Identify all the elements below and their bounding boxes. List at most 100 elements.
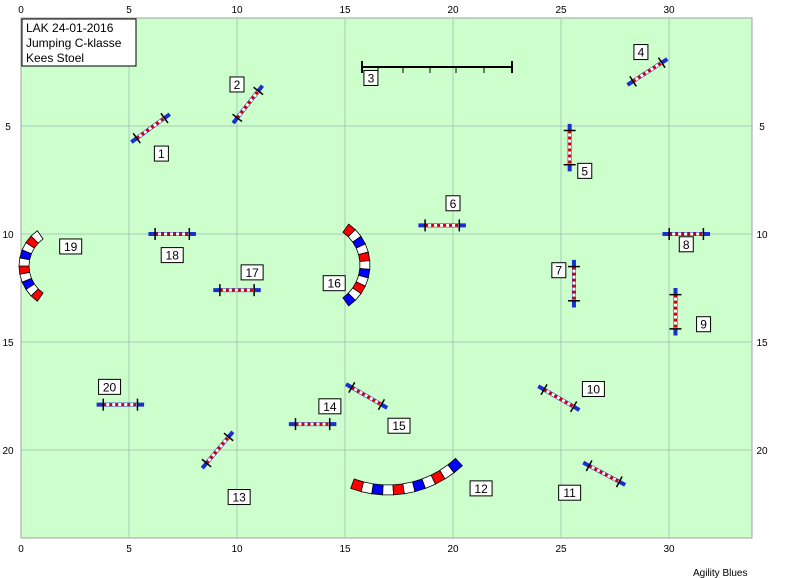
obstacle-label-7: 7: [551, 262, 567, 279]
obstacle-label-19: 19: [59, 238, 83, 255]
jump-post: [615, 476, 623, 488]
obstacle-number: 5: [581, 164, 588, 178]
obstacle-number: 1: [158, 147, 165, 161]
jump-bar: [135, 116, 166, 140]
top-tick-label: 20: [447, 5, 459, 16]
jump-bar: [632, 61, 663, 83]
tunnel-segment: [18, 265, 31, 275]
jump-20: [96, 398, 145, 411]
top-tick-label: 0: [18, 5, 24, 16]
obstacle-number: 6: [450, 197, 457, 211]
obstacle-label-16: 16: [322, 275, 346, 292]
obstacle-label-3: 3: [363, 69, 379, 86]
obstacle-label-10: 10: [581, 381, 605, 398]
jump-9: [669, 288, 682, 336]
right-tick-label: 5: [759, 122, 765, 133]
right-tick-label: 20: [756, 446, 768, 457]
tunnel-segment: [342, 292, 356, 307]
tunnel-segment: [371, 483, 384, 496]
top-tick-label: 25: [555, 5, 567, 16]
top-tick-label: 15: [339, 5, 351, 16]
top-tick-label: 10: [231, 5, 243, 16]
jump-11: [582, 460, 627, 488]
jump-bar: [351, 386, 383, 406]
jump-post: [232, 113, 243, 123]
jump-18: [148, 228, 196, 240]
jump-post: [253, 86, 264, 96]
obstacle-number: 9: [700, 318, 707, 332]
obstacle-number: 2: [234, 78, 241, 92]
obstacle-label-14: 14: [318, 398, 342, 415]
info-line-3: Kees Stoel: [26, 51, 84, 65]
tunnel-segment: [392, 483, 405, 496]
obstacle-label-20: 20: [98, 378, 122, 395]
jump-post: [132, 132, 141, 144]
obstacle-label-15: 15: [387, 417, 411, 434]
tunnel-19: [18, 230, 44, 302]
tunnel-segment: [360, 481, 374, 495]
obstacle-number: 14: [323, 400, 337, 414]
bottom-tick-label: 30: [663, 544, 675, 555]
obstacle-number: 16: [328, 277, 342, 291]
bottom-tick-label: 0: [18, 544, 24, 555]
obstacle-number: 18: [166, 249, 180, 263]
obstacle-label-13: 13: [227, 489, 251, 506]
obstacle-number: 7: [555, 264, 562, 278]
bottom-tick-label: 5: [126, 544, 132, 555]
obstacle-label-11: 11: [558, 484, 582, 501]
tunnel-segment: [30, 230, 44, 244]
credit-text: Agility Blues: [693, 568, 747, 578]
field-area: [20, 17, 753, 539]
obstacle-number: 17: [245, 266, 259, 280]
jump-post: [348, 381, 356, 394]
tunnel-segment: [382, 484, 394, 496]
jump-post: [223, 432, 234, 442]
bottom-tick-label: 10: [231, 544, 243, 555]
right-tick-label: 15: [756, 338, 768, 349]
info-line-2: Jumping C-klasse: [26, 36, 122, 50]
obstacle-label-8: 8: [678, 236, 694, 253]
jump-bar: [588, 464, 621, 484]
jump-post: [629, 75, 637, 87]
jump-5: [563, 123, 576, 172]
bottom-tick-label: 20: [447, 544, 459, 555]
jump-15: [345, 381, 389, 411]
jump-2: [231, 84, 265, 125]
jump-bar: [205, 435, 230, 465]
jump-post: [585, 460, 593, 472]
info-box: LAK 24-01-2016 Jumping C-klasse Kees Sto…: [21, 18, 137, 67]
obstacle-label-2: 2: [229, 76, 245, 93]
obstacle-number: 3: [368, 71, 375, 85]
jump-post: [570, 401, 578, 413]
obstacle-label-17: 17: [240, 264, 264, 281]
obstacle-label-5: 5: [577, 162, 593, 179]
jump-6: [418, 219, 466, 232]
jump-7: [567, 259, 580, 308]
obstacle-label-12: 12: [469, 480, 493, 497]
obstacle-label-6: 6: [445, 195, 461, 212]
obstacle-number: 13: [232, 491, 246, 505]
left-tick-label: 15: [2, 338, 14, 349]
jump-14: [288, 418, 337, 431]
jump-1: [130, 112, 171, 144]
jump-17: [213, 284, 261, 297]
jump-post: [160, 112, 169, 124]
jump-8: [662, 228, 711, 240]
info-line-1: LAK 24-01-2016: [26, 21, 114, 35]
left-tick-label: 5: [5, 122, 11, 133]
top-tick-label: 5: [126, 5, 132, 16]
obstacle-number: 11: [563, 486, 576, 500]
tunnel-segment: [447, 457, 463, 474]
jump-post: [201, 458, 212, 468]
obstacle-label-4: 4: [633, 44, 649, 61]
tunnel-12: [350, 457, 463, 496]
right-tick-label: 10: [756, 230, 768, 241]
bottom-tick-label: 15: [339, 544, 351, 555]
obstacle-number: 20: [103, 380, 117, 394]
obstacle-label-1: 1: [153, 145, 169, 162]
jumps: [96, 57, 711, 488]
jump-post: [657, 57, 666, 69]
jump-10: [537, 384, 581, 413]
